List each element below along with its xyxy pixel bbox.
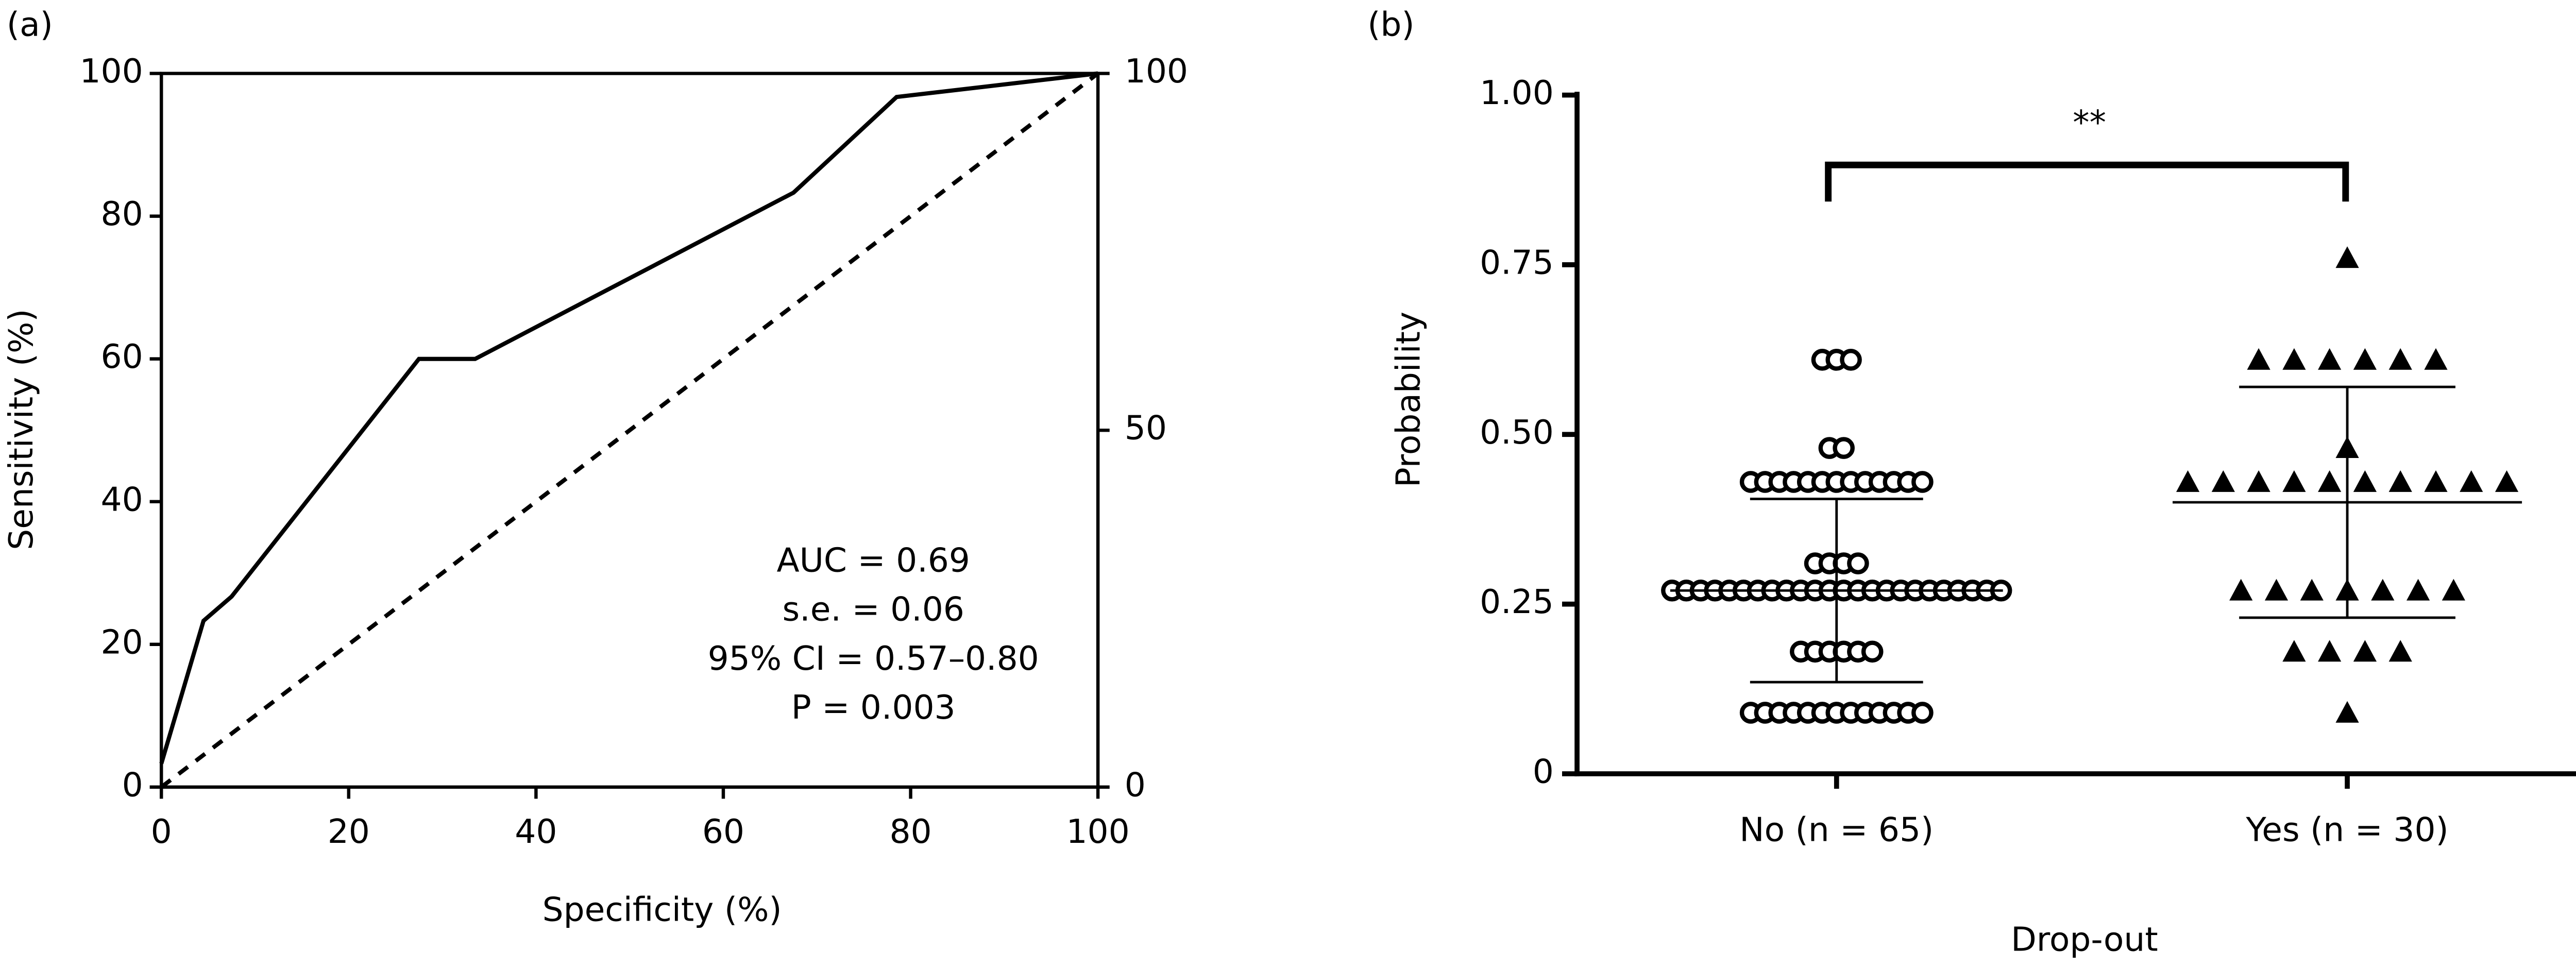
significance: ** — [2073, 104, 2106, 142]
x-tick-label: Yes (n = 30) — [2245, 811, 2448, 850]
y-tick-label: 0 — [122, 766, 143, 804]
data-point — [2318, 470, 2342, 492]
annotation: 95% CI = 0.57–0.80 — [708, 639, 1039, 678]
annotation: s.e. = 0.06 — [783, 590, 964, 629]
data-point — [1911, 471, 1934, 493]
data-point — [2353, 470, 2377, 492]
y-tick-label: 80 — [101, 195, 143, 233]
panel-label: (a) — [7, 6, 53, 44]
x-axis-label: Drop-out — [2011, 921, 2158, 959]
data-point — [2229, 579, 2253, 601]
data-point — [1847, 552, 1869, 574]
x-tick-label: 0 — [151, 812, 172, 851]
y-tick-label: 100 — [79, 52, 143, 91]
roc-line — [159, 71, 1098, 765]
annotation: P = 0.003 — [791, 688, 956, 727]
x-tick-label: No (n = 65) — [1739, 811, 1934, 850]
y-tick-label: 0.75 — [1480, 243, 1554, 282]
data-point — [2300, 579, 2324, 601]
data-point — [2282, 348, 2306, 370]
data-point — [2406, 579, 2430, 601]
y-tick-label: 20 — [101, 623, 143, 661]
y-tick-label: 0 — [1533, 753, 1554, 791]
y-tick-label: 40 — [101, 480, 143, 519]
data-point — [1840, 349, 1862, 371]
data-point — [1861, 640, 1884, 663]
x-tick-label: 20 — [328, 812, 370, 851]
x-tick-label: 100 — [1066, 812, 1129, 851]
significance-bracket — [1825, 161, 2349, 202]
data-point — [2388, 348, 2412, 370]
data-point — [2211, 470, 2235, 492]
data-point — [1833, 437, 1855, 459]
data-point — [2318, 348, 2342, 370]
x-tick-label: 80 — [889, 812, 931, 851]
x-axis-label: Specificity (%) — [543, 891, 782, 929]
y-tick-label: 0.25 — [1480, 583, 1554, 621]
y-axis-label: Sensitivity (%) — [2, 309, 41, 550]
data-point — [2247, 348, 2270, 370]
y-tick-label: 0.50 — [1480, 413, 1554, 452]
x-tick-label: 60 — [702, 812, 744, 851]
data-point — [2371, 579, 2395, 601]
data-point — [2282, 470, 2306, 492]
panel-label: (b) — [1367, 6, 1414, 44]
data-point — [2424, 470, 2448, 492]
y2-tick-label: 50 — [1125, 409, 1167, 448]
y-tick-label: 60 — [101, 337, 143, 376]
data-point — [2353, 348, 2377, 370]
data-point — [2442, 579, 2465, 601]
x-tick-label: 40 — [515, 812, 557, 851]
data-point — [2460, 470, 2483, 492]
data-point — [2318, 640, 2342, 662]
data-point — [2388, 640, 2412, 662]
y-axis-label: Probability — [1389, 312, 1428, 487]
y-tick-label: 1.00 — [1480, 74, 1554, 112]
data-point — [2388, 470, 2412, 492]
data-point — [2264, 579, 2289, 601]
y2-tick-label: 100 — [1125, 52, 1188, 91]
data-point — [2282, 640, 2306, 662]
y2-tick-label: 0 — [1125, 766, 1146, 804]
data-point — [2424, 348, 2448, 370]
data-point — [2353, 640, 2377, 662]
data-point — [1911, 702, 1934, 724]
data-point — [2335, 701, 2359, 723]
data-point — [2247, 470, 2270, 492]
roc-line — [160, 72, 1099, 789]
annotation: AUC = 0.69 — [776, 541, 970, 580]
data-point — [2495, 470, 2519, 492]
data-point — [2335, 246, 2359, 268]
data-point — [2176, 470, 2200, 492]
